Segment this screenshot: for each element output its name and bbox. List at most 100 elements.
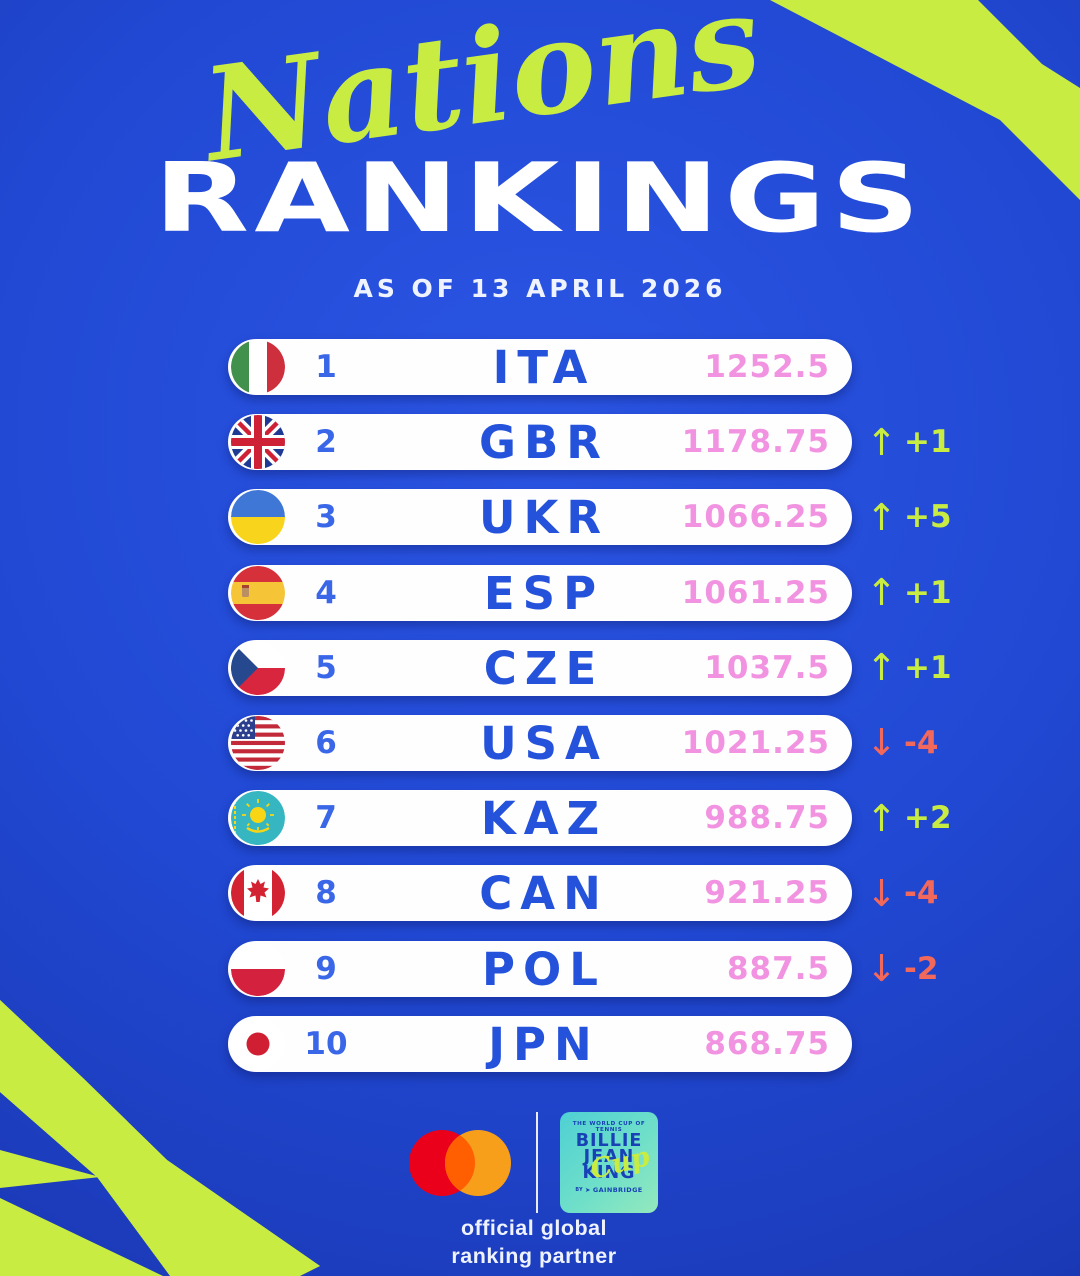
country-code: GBR [479,416,609,470]
rank-number: 5 [315,649,337,686]
rank-number: 7 [315,800,337,837]
ranking-pill: 5 CZE 1037.5 [228,639,852,696]
billie-jean-king-cup-logo: THE WORLD CUP OF TENNIS BILLIE JEAN KING… [560,1112,658,1213]
lime-swoosh-top-right [770,0,1080,200]
movement-value: -4 [904,875,939,912]
movement-up-icon: ↑ [866,796,898,840]
ranking-pill: 1 ITA 1252.5 [228,339,852,395]
movement-up-icon: ↑ [866,571,898,615]
movement-indicator: ↓ -4 [866,865,1026,921]
movement-indicator: ↑ +2 [866,790,1026,846]
movement-value: -2 [904,950,939,987]
points-value: 1061.25 [681,574,830,611]
movement-value: +1 [904,649,952,686]
ranking-row: 8 CAN 921.25 ↓ -4 [228,865,938,922]
ranking-pill: 2 GBR 1178.75 [228,414,852,471]
ranking-row: 10 JPN 868.75 [228,1015,852,1072]
points-value: 1066.25 [681,499,830,536]
rankings-list: 1 ITA 1252.5 2 GBR 1178.75 ↑ +1 3 UKR 106… [228,339,952,1072]
country-code: CZE [483,641,605,695]
country-code: USA [480,716,608,770]
flag-cze-icon [231,640,285,695]
ranking-pill: 7 KAZ 988.75 [228,790,852,847]
movement-value: -4 [904,724,939,761]
movement-down-icon: ↓ [866,947,898,990]
gainbridge-arrow-icon: ➤ [585,1186,591,1195]
movement-indicator: ↑ +1 [866,565,1026,621]
ranking-row: 4 ESP 1061.25 ↑ +1 [228,564,952,621]
lime-arm-middle [0,1150,100,1188]
bjk-word-jean: JEAN [583,1147,635,1168]
movement-indicator: ↓ -4 [866,715,1026,771]
country-code: ITA [492,341,596,394]
rank-number: 9 [315,950,337,987]
ranking-pill: 3 UKR 1066.25 [228,489,852,546]
points-value: 1037.5 [704,649,830,686]
movement-indicator: ↓ -2 [866,941,1026,997]
ranking-pill: 10 JPN 868.75 [228,1015,852,1072]
ranking-pill: 8 CAN 921.25 [228,865,852,922]
country-code: JPN [488,1017,600,1071]
movement-value: +2 [904,800,952,837]
rank-number: 8 [315,875,337,912]
partner-line-2: ranking partner [451,1244,617,1269]
bjk-byline: BY ➤ GAINBRIDGE [575,1186,643,1195]
points-value: 988.75 [704,800,830,837]
movement-down-icon: ↓ [866,871,898,915]
partner-text: official global ranking partner [234,1214,834,1271]
movement-up-icon: ↑ [866,420,898,464]
movement-indicator: ↑ +1 [866,640,1026,696]
date-line: AS OF 13 APRIL 2026 [353,274,727,303]
points-value: 1178.75 [681,424,830,461]
movement-value: +1 [904,574,952,611]
flag-ita-icon [231,340,285,394]
ranking-row: 7 KAZ 988.75 ↑ +2 [228,790,952,847]
rank-number: 4 [315,574,337,611]
movement-value: +5 [904,499,952,536]
lime-band-bottom-left-2 [0,1000,320,1276]
country-code: KAZ [480,792,608,846]
ranking-pill: 6 USA 1021.25 [228,714,852,771]
ranking-pill: 4 ESP 1061.25 [228,564,852,621]
flag-jpn-icon [231,1016,285,1071]
country-code: POL [482,942,606,996]
rank-number: 6 [315,724,337,761]
movement-up-icon: ↑ [866,646,898,690]
lime-corner-wedge [0,1198,163,1276]
mastercard-logo [409,1130,511,1196]
movement-indicator: ↑ +5 [866,489,1026,545]
country-code: ESP [483,566,605,620]
ranking-row: 5 CZE 1037.5 ↑ +1 [228,639,952,696]
movement-indicator: ↑ +1 [866,414,1026,470]
ranking-row: 6 USA 1021.25 ↓ -4 [228,714,938,771]
movement-value: +1 [904,424,952,461]
partner-line-1: official global [460,1216,608,1240]
flag-esp-icon [231,565,285,620]
country-code: CAN [479,867,609,921]
rank-number: 10 [304,1025,348,1062]
points-value: 1021.25 [681,724,830,761]
title-main: RANKINGS [154,144,926,254]
points-value: 868.75 [704,1025,830,1062]
ranking-row: 3 UKR 1066.25 ↑ +5 [228,489,952,546]
country-code: UKR [478,491,610,545]
gainbridge-brand: GAINBRIDGE [592,1186,643,1195]
movement-down-icon: ↓ [866,721,898,765]
flag-kaz-icon [231,791,285,846]
flag-gbr-icon [231,415,285,470]
points-value: 921.25 [704,875,830,912]
ranking-pill: 9 POL 887.5 [228,940,852,997]
ranking-row: 2 GBR 1178.75 ↑ +1 [228,414,952,471]
ranking-row: 1 ITA 1252.5 [228,339,852,395]
rank-number: 1 [315,349,337,385]
bjk-word-king: KING [582,1163,636,1184]
footer-divider [536,1112,538,1213]
movement-up-icon: ↑ [866,495,898,539]
points-value: 887.5 [726,950,830,987]
bjk-tagline: THE WORLD CUP OF TENNIS [572,1121,646,1133]
bjk-word-billie: BILLIE [575,1131,643,1151]
points-value: 1252.5 [704,349,830,385]
rank-number: 3 [315,499,337,536]
rank-number: 2 [315,424,337,461]
